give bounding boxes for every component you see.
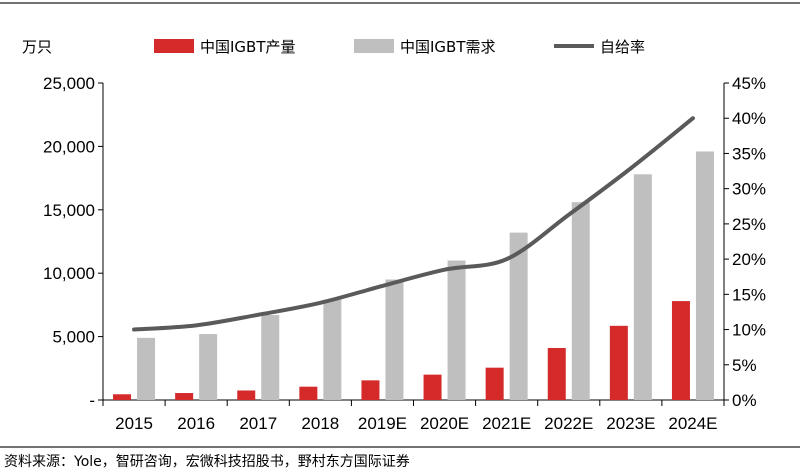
x-axis: 2015 2016 2017 2018 2019E 2020E 2021E 2022E 2023… [102, 399, 725, 433]
x-axis-tick-label: 2020E [420, 414, 469, 433]
left-axis-tick-label: 10,000 [43, 264, 95, 283]
x-axis-tick-label: 2016 [177, 414, 215, 433]
bar-demand [571, 202, 590, 400]
x-axis-tick-label: 2023E [606, 414, 655, 433]
right-axis-tick-label: 5% [732, 356, 757, 375]
legend-label-demand: 中国IGBT需求 [400, 38, 496, 56]
bar-production [237, 390, 256, 400]
bar-production [671, 301, 690, 400]
bar-demand [137, 337, 156, 400]
bar-production [299, 386, 318, 400]
rate-line [132, 116, 695, 332]
bar-demand [695, 151, 714, 400]
bars [113, 151, 714, 400]
legend: 中国IGBT产量 中国IGBT需求 自给率 [154, 38, 645, 56]
source-note: 资料来源：Yole，智研咨询，宏微科技招股书，野村东方国际证券 [4, 454, 410, 470]
bar-demand [447, 260, 466, 400]
bar-production [485, 367, 504, 400]
x-axis-tick-label: 2018 [301, 414, 339, 433]
right-axis: 0% 5% 10% 15% 20% 25% 30% 35% 40% 45% [723, 74, 766, 410]
x-axis-tick-label: 2021E [482, 414, 531, 433]
left-axis-unit: 万只 [22, 38, 52, 56]
legend-label-rate: 自给率 [600, 38, 645, 56]
bar-production [609, 325, 628, 400]
left-axis-tick-label: 15,000 [43, 201, 95, 220]
x-axis-tick-label: 2019E [358, 414, 407, 433]
right-axis-tick-label: 45% [732, 74, 766, 93]
x-axis-tick-label: 2017 [239, 414, 277, 433]
bar-production [423, 374, 442, 400]
right-axis-tick-label: 35% [732, 144, 766, 163]
left-axis-tick-label: - [89, 391, 95, 410]
x-axis-tick-label: 2022E [544, 414, 593, 433]
right-axis-tick-label: 20% [732, 250, 766, 269]
left-axis: - 5,000 10,000 15,000 20,000 25,000 [43, 74, 104, 410]
right-axis-tick-label: 0% [732, 391, 757, 410]
rate-line-group [132, 116, 695, 332]
right-axis-tick-label: 25% [732, 215, 766, 234]
right-axis-tick-label: 10% [732, 321, 766, 340]
legend-label-production: 中国IGBT产量 [200, 38, 296, 56]
bar-demand [509, 232, 528, 400]
left-axis-tick-label: 25,000 [43, 74, 95, 93]
bar-production [547, 348, 566, 400]
right-axis-tick-label: 15% [732, 285, 766, 304]
legend-swatch-production [154, 39, 194, 53]
bar-production [113, 394, 132, 400]
bar-demand [385, 279, 404, 400]
bar-demand [261, 315, 280, 400]
x-axis-tick-label: 2015 [115, 414, 153, 433]
right-axis-tick-label: 30% [732, 180, 766, 199]
bar-demand [633, 174, 652, 400]
bar-production [361, 380, 380, 400]
bar-demand [199, 334, 218, 400]
right-axis-tick-label: 40% [732, 109, 766, 128]
legend-swatch-demand [354, 39, 394, 53]
x-axis-tick-label: 2024E [668, 414, 717, 433]
bar-production [175, 393, 194, 400]
left-axis-tick-label: 20,000 [43, 137, 95, 156]
left-axis-tick-label: 5,000 [52, 328, 95, 347]
bar-demand [323, 299, 342, 400]
